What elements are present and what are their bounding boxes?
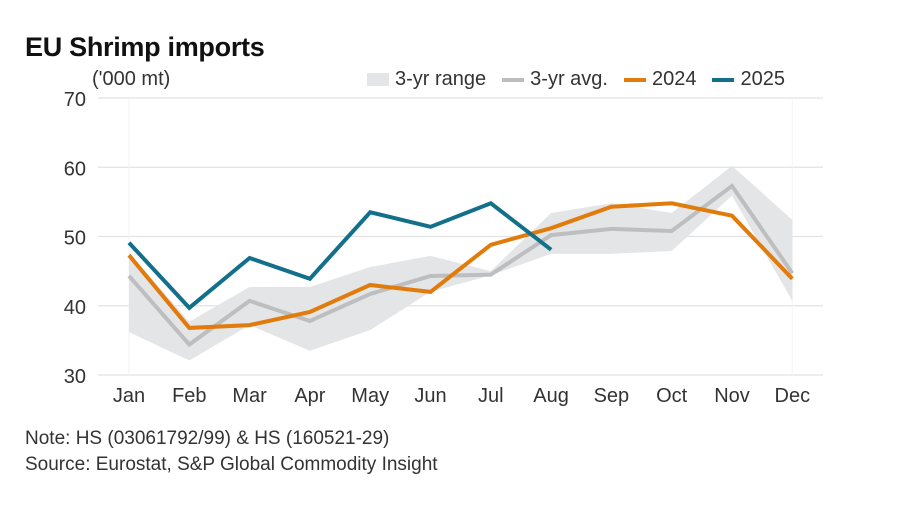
x-tick-label: Mar	[232, 385, 267, 407]
y-tick-label: 70	[64, 89, 86, 111]
y-tick-label: 40	[64, 297, 86, 319]
series-line-2025	[127, 200, 553, 311]
legend-label-2024: 2024	[651, 68, 697, 90]
legend-item-range: 3-yr range	[367, 68, 486, 91]
footnote: Note: HS (03061792/99) & HS (160521-29) …	[25, 426, 438, 478]
source-text: Source: Eurostat, S&P Global Commodity I…	[25, 454, 438, 475]
legend-swatch-range	[367, 73, 389, 86]
x-tick-label: Oct	[656, 385, 688, 407]
legend-item-avg: 3-yr avg.	[502, 68, 608, 91]
legend-swatch-2024	[623, 77, 646, 82]
legend-swatch-2025	[712, 77, 735, 82]
gridlines	[98, 97, 823, 376]
legend-label-2025: 2025	[740, 68, 785, 90]
range-band-layer	[129, 165, 793, 361]
y-axis-ticks: 30 40 50 60 70	[64, 89, 86, 388]
y-tick-label: 60	[64, 158, 86, 180]
series-line-2024	[127, 201, 794, 330]
x-tick-label: Sep	[594, 385, 630, 407]
legend: 3-yr range 3-yr avg. 2024 2025	[367, 68, 801, 91]
x-tick-label: Feb	[172, 385, 206, 407]
x-tick-label: Dec	[775, 385, 811, 407]
x-axis-ticks: Jan Feb Mar Apr May Jun Jul Aug Sep Oct Nov Dec	[113, 385, 810, 407]
x-tick-label: Jul	[478, 385, 504, 407]
range-band	[129, 165, 793, 361]
series-lines-layer	[127, 183, 794, 348]
series-line-3-yr-avg-	[127, 183, 794, 348]
x-tick-label: Jun	[414, 385, 446, 407]
x-tick-label: Aug	[533, 385, 569, 407]
y-tick-label: 30	[64, 366, 86, 388]
legend-label-range: 3-yr range	[395, 68, 487, 90]
note-text: Note: HS (03061792/99) & HS (160521-29)	[25, 428, 390, 449]
legend-item-2024: 2024	[623, 68, 697, 91]
y-axis-unit-label: ('000 mt)	[92, 68, 171, 90]
legend-label-avg: 3-yr avg.	[530, 68, 608, 90]
x-tick-label: May	[351, 385, 389, 407]
y-tick-label: 50	[64, 228, 86, 250]
legend-item-2025: 2025	[712, 68, 785, 91]
chart-title: EU Shrimp imports	[25, 32, 265, 62]
x-tick-label: Apr	[294, 385, 325, 407]
x-tick-label: Jan	[113, 385, 145, 407]
x-tick-label: Nov	[714, 385, 750, 407]
legend-swatch-avg	[502, 77, 525, 82]
